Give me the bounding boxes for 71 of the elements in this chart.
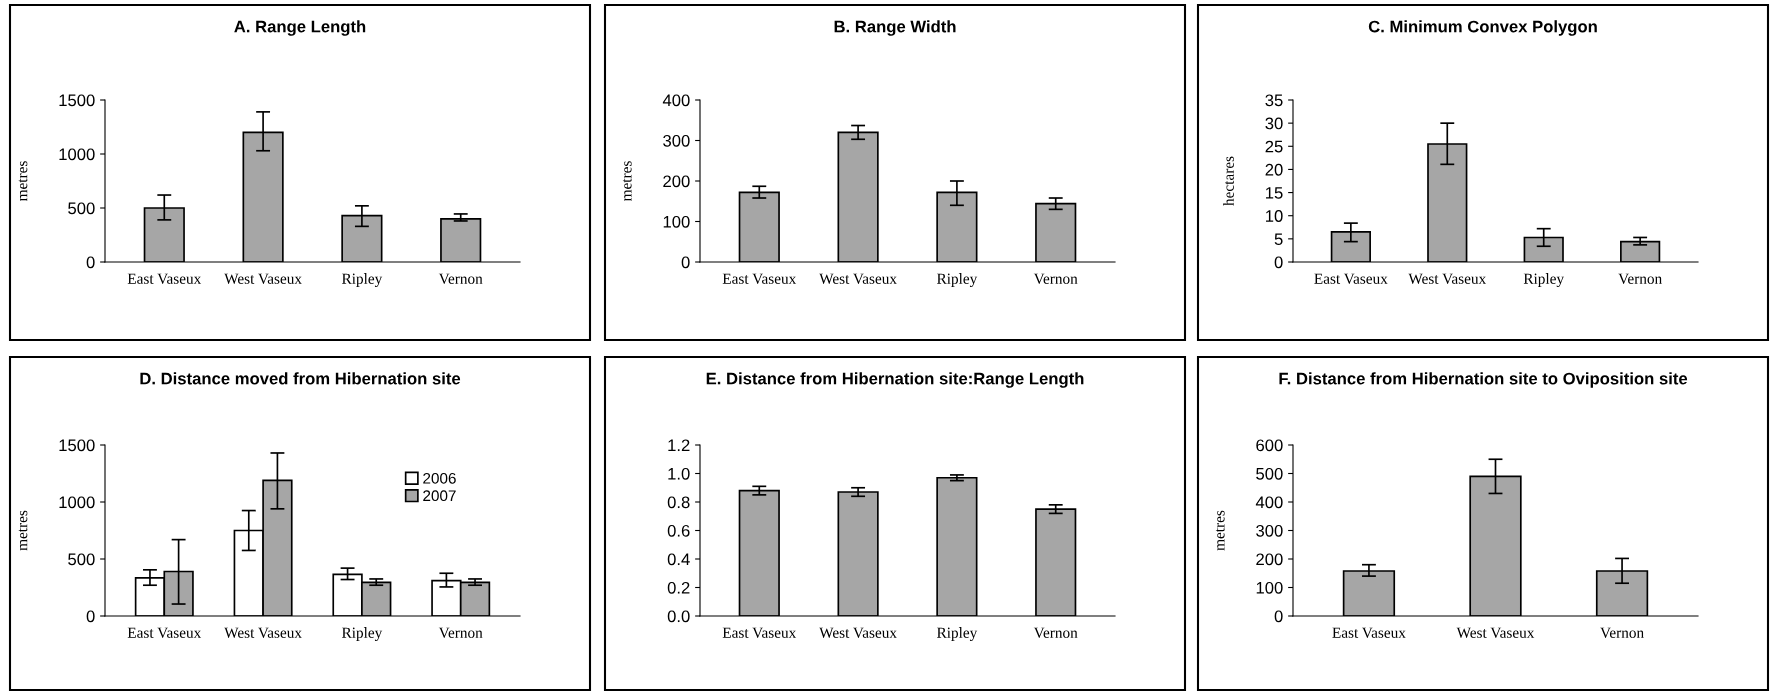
x-tick-label: East Vaseux [722,627,797,638]
y-axis-title: hectares [1223,156,1234,206]
chart-title: F. Distance from Hibernation site to Oviposition site [1279,372,1688,388]
y-tick-label: 0.0 [667,610,690,623]
chart-title: C. Minimum Convex Polygon [1368,20,1597,36]
y-tick-label: 600 [1256,439,1283,452]
y-tick-label: 0.6 [667,524,690,537]
y-axis-title: metres [622,161,632,202]
y-tick-label: 400 [662,94,690,107]
x-tick-label: West Vaseux [1456,627,1535,638]
x-tick-label: East Vaseux [127,627,202,638]
x-tick-label: Ripley [936,627,978,642]
y-tick-label: 30 [1265,117,1283,130]
y-tick-label: 300 [1256,524,1283,537]
y-tick-label: 1.2 [668,439,690,452]
y-tick-label: 0 [1274,610,1283,623]
x-tick-label: East Vaseux [1332,627,1406,638]
x-tick-label: West Vaseux [819,273,897,284]
y-tick-label: 500 [68,553,95,566]
y-tick-label: 1000 [59,496,95,509]
x-tick-label: Vernon [1618,273,1662,284]
y-tick-label: 0 [86,610,95,623]
legend-label: 2007 [423,490,456,502]
chart-title: D. Distance moved from Hibernation site [140,372,461,385]
y-tick-label: 15 [1266,187,1283,199]
y-tick-label: 200 [663,175,690,188]
y-tick-label: 100 [663,215,690,228]
x-tick-label: West Vaseux [1408,273,1487,284]
y-axis-title: metres [1215,510,1225,551]
y-tick-label: 0.4 [667,553,690,566]
y-tick-label: 0 [681,256,690,269]
y-tick-label: 1500 [59,439,95,452]
y-tick-label: 1500 [59,94,95,107]
x-tick-label: Ripley [341,273,383,288]
x-tick-label: Ripley [1523,273,1565,288]
x-tick-label: West Vaseux [819,627,897,638]
y-axis-title: metres [18,161,28,202]
y-tick-label: 300 [663,134,690,147]
y-tick-label: 0.2 [667,581,690,594]
y-axis-title: metres [18,510,28,551]
y-tick-label: 0 [1274,256,1283,269]
x-tick-label: East Vaseux [127,273,202,284]
x-tick-label: Ripley [936,273,978,288]
y-tick-label: 20 [1265,163,1283,176]
x-tick-label: Vernon [1600,627,1644,638]
y-tick-label: 5 [1274,233,1283,246]
x-tick-label: Ripley [341,627,383,642]
y-tick-label: 25 [1265,140,1283,153]
x-tick-label: Vernon [1033,273,1078,284]
chart-title: E. Distance from Hibernation site:Range Length [706,372,1084,388]
x-tick-label: West Vaseux [224,273,302,284]
x-tick-label: Vernon [438,273,483,284]
x-tick-label: West Vaseux [224,627,302,638]
x-tick-label: East Vaseux [722,273,797,284]
y-tick-label: 500 [68,202,95,215]
chart-title: A. Range Length [234,20,366,36]
x-tick-label: Vernon [438,627,483,638]
y-tick-label: 1.0 [668,467,690,480]
y-tick-label: 100 [1256,581,1283,594]
y-tick-label: 400 [1255,496,1283,509]
legend-label: 2006 [423,472,456,484]
y-tick-label: 10 [1266,210,1283,222]
y-tick-label: 35 [1265,94,1283,107]
x-tick-label: Vernon [1033,627,1078,638]
chart-title: B. Range Width [834,20,956,36]
y-tick-label: 500 [1256,467,1283,480]
y-tick-label: 1000 [59,148,95,161]
x-tick-label: East Vaseux [1314,273,1388,284]
y-tick-label: 0.8 [667,496,690,509]
y-tick-label: 200 [1256,553,1283,566]
y-tick-label: 0 [86,256,95,269]
